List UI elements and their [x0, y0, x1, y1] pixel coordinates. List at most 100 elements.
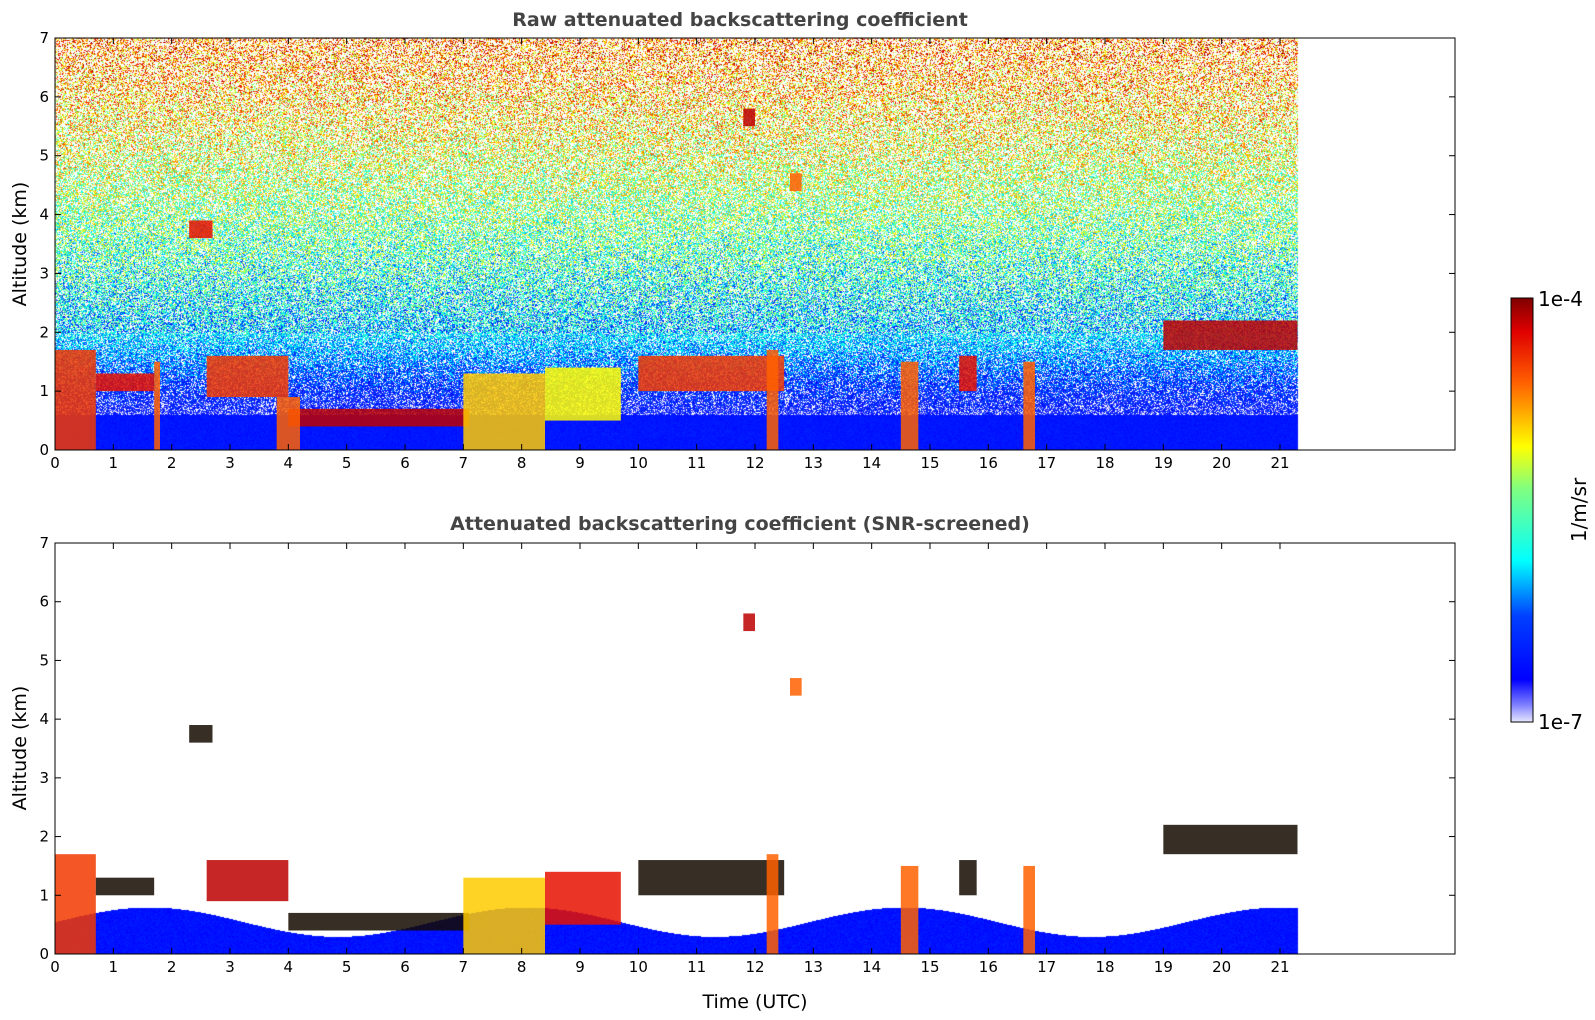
backscatter-layer-6: [638, 860, 785, 896]
x-tick-label: 3: [225, 958, 235, 976]
x-tick-label: 17: [1037, 958, 1056, 976]
x-tick-label: 8: [517, 454, 527, 472]
y-tick-label: 5: [39, 147, 49, 165]
bottom-layer-marks: [55, 613, 1298, 954]
x-tick-label: 2: [167, 958, 177, 976]
backscatter-layer-14: [189, 220, 213, 239]
backscatter-layer-0: [55, 854, 96, 954]
x-tick-label: 15: [920, 454, 939, 472]
x-tick-label: 12: [745, 454, 764, 472]
colorbar: 1e-4 1e-7 1/m/sr: [1510, 287, 1591, 734]
y-tick-label: 0: [39, 945, 49, 963]
x-tick-label: 11: [687, 958, 706, 976]
y-tick-label: 3: [39, 769, 49, 787]
bottom-x-ticks: 0 1 2 3 4 5 6 7 8 9 10 11 12 13 14 15 16 17 18 19 20 21: [50, 543, 1290, 976]
backscatter-layer-9: [766, 349, 779, 450]
x-tick-label: 7: [459, 454, 469, 472]
bottom-y-axis-label: Altitude (km): [9, 686, 31, 811]
y-tick-label: 2: [39, 828, 49, 846]
y-tick-label: 0: [39, 441, 49, 459]
y-tick-label: 4: [39, 206, 49, 224]
backscatter-layer-0: [55, 349, 96, 450]
x-tick-label: 2: [167, 454, 177, 472]
backscatter-layer-5: [276, 397, 300, 450]
backscatter-layer-12: [1023, 361, 1035, 450]
backscatter-layer-3: [206, 355, 289, 398]
x-tick-label: 6: [400, 958, 410, 976]
x-tick-label: 0: [50, 454, 60, 472]
x-tick-label: 16: [979, 958, 998, 976]
colorbar-unit-label: 1/m/sr: [1567, 477, 1591, 542]
backscatter-layer-1: [95, 373, 155, 392]
x-tick-label: 18: [1095, 454, 1114, 472]
x-tick-label: 5: [342, 958, 352, 976]
backscatter-layer-14: [790, 678, 802, 696]
x-tick-label: 4: [284, 454, 294, 472]
x-tick-label: 3: [225, 454, 235, 472]
x-tick-label: 13: [804, 958, 823, 976]
backscatter-layer-13: [743, 613, 755, 632]
x-tick-label: 21: [1270, 454, 1289, 472]
x-tick-label: 9: [575, 958, 585, 976]
colorbar-min-label: 1e-7: [1538, 710, 1583, 734]
x-tick-label: 11: [687, 454, 706, 472]
backscatter-layer-10: [1023, 865, 1035, 954]
backscatter-layer-1: [95, 877, 155, 896]
y-tick-label: 2: [39, 323, 49, 341]
y-tick-label: 1: [39, 886, 49, 904]
y-tick-label: 3: [39, 264, 49, 282]
colorbar-gradient: [1510, 297, 1534, 723]
backscatter-layer-2: [206, 860, 289, 902]
top-panel: Raw attenuated backscattering coefficien…: [9, 9, 1456, 472]
x-tick-label: 10: [629, 958, 648, 976]
x-tick-label: 19: [1154, 958, 1173, 976]
backscatter-layer-4: [463, 877, 545, 954]
x-tick-label: 19: [1154, 454, 1173, 472]
x-tick-label: 14: [862, 958, 881, 976]
colorbar-max-label: 1e-4: [1538, 287, 1583, 311]
x-tick-label: 20: [1212, 958, 1231, 976]
backscatter-layer-7: [766, 854, 779, 954]
backscatter-layer-6: [463, 373, 545, 450]
y-tick-label: 6: [39, 593, 49, 611]
backscatter-layer-4: [288, 408, 470, 427]
backscatter-layer-5: [545, 871, 621, 925]
backscatter-layer-8: [900, 865, 919, 954]
x-axis-label: Time (UTC): [701, 991, 807, 1013]
backscatter-layer-11: [1163, 824, 1298, 855]
x-tick-label: 12: [745, 958, 764, 976]
y-tick-label: 4: [39, 710, 49, 728]
backscatter-layer-16: [790, 173, 802, 192]
x-tick-label: 15: [920, 958, 939, 976]
y-tick-label: 1: [39, 382, 49, 400]
x-tick-label: 10: [629, 454, 648, 472]
backscatter-layer-11: [959, 355, 977, 392]
bottom-y-ticks: 0 1 2 3 4 5 6 7: [39, 534, 1455, 963]
bottom-chart-title: Attenuated backscattering coefficient (S…: [450, 513, 1030, 535]
top-plot-area: [54, 37, 1456, 451]
x-tick-label: 9: [575, 454, 585, 472]
x-tick-label: 6: [400, 454, 410, 472]
y-tick-label: 7: [39, 29, 49, 47]
x-tick-label: 13: [804, 454, 823, 472]
x-tick-label: 1: [109, 454, 119, 472]
backscatter-layer-9: [959, 860, 977, 896]
backscatter-layer-12: [189, 725, 213, 743]
y-tick-label: 5: [39, 651, 49, 669]
backscatter-layer-13: [1163, 320, 1298, 350]
x-tick-label: 4: [284, 958, 294, 976]
x-tick-label: 5: [342, 454, 352, 472]
top-y-axis-label: Altitude (km): [9, 182, 31, 307]
x-tick-label: 0: [50, 958, 60, 976]
bottom-plot-area: [54, 542, 1456, 955]
top-layer-marks: [55, 108, 1298, 450]
x-tick-label: 1: [109, 958, 119, 976]
backscatter-layer-7: [545, 367, 621, 421]
backscatter-layer-2: [154, 361, 160, 450]
y-tick-label: 6: [39, 88, 49, 106]
y-tick-label: 7: [39, 534, 49, 552]
top-y-ticks: 0 1 2 3 4 5 6 7: [39, 29, 1455, 459]
bottom-panel: Attenuated backscattering coefficient (S…: [9, 513, 1456, 1013]
top-x-ticks: 0 1 2 3 4 5 6 7 8 9 10 11 12 13 14 15 16 17 18 19 20 21: [50, 38, 1290, 472]
